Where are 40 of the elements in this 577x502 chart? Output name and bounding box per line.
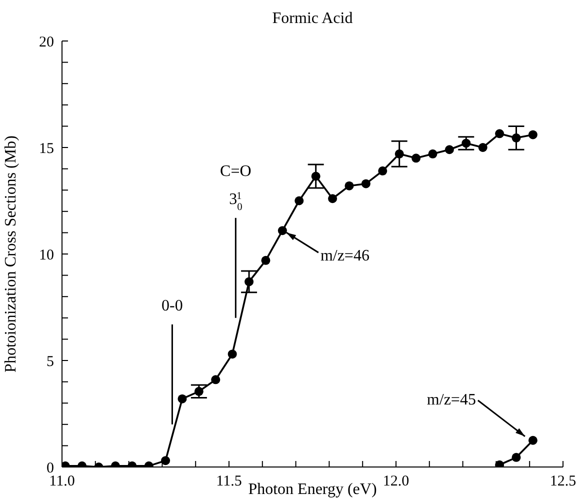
point <box>294 196 304 206</box>
point <box>528 130 538 140</box>
point <box>228 350 237 359</box>
y-tick-label: 5 <box>46 354 54 370</box>
point <box>528 436 538 445</box>
point <box>311 172 320 181</box>
point <box>361 179 370 188</box>
point <box>444 145 454 154</box>
y-tick-label: 0 <box>46 460 54 476</box>
point <box>394 149 404 158</box>
point <box>412 154 421 163</box>
y-tick-label: 15 <box>39 140 54 157</box>
y-tick-label: 10 <box>39 247 54 264</box>
point <box>512 133 521 142</box>
point <box>244 277 254 286</box>
point <box>344 181 354 190</box>
x-tick-label: 11.0 <box>49 474 75 490</box>
point <box>478 143 488 152</box>
y-axis-title: Photoionization Cross Sections (Mb) <box>2 136 20 372</box>
point <box>261 256 270 265</box>
point <box>462 138 471 148</box>
point <box>378 166 388 176</box>
x-tick-label: 12.5 <box>550 474 576 490</box>
annotation: 0-0 <box>162 297 183 314</box>
annotation: m/z=45 <box>426 391 476 408</box>
point <box>194 386 204 396</box>
y-tick-label: 20 <box>39 34 54 50</box>
x-tick-label: 12.0 <box>382 474 410 490</box>
point <box>278 226 287 236</box>
point <box>178 394 187 404</box>
point <box>328 194 338 204</box>
point <box>495 129 504 138</box>
point <box>161 456 170 466</box>
point <box>512 452 521 462</box>
x-axis-title: Photon Energy (eV) <box>248 481 377 498</box>
chart-title: Formic Acid <box>271 10 354 28</box>
point <box>211 375 220 384</box>
point <box>428 149 438 158</box>
x-tick-label: 11.5 <box>216 474 242 490</box>
annotation: m/z=46 <box>320 248 370 265</box>
